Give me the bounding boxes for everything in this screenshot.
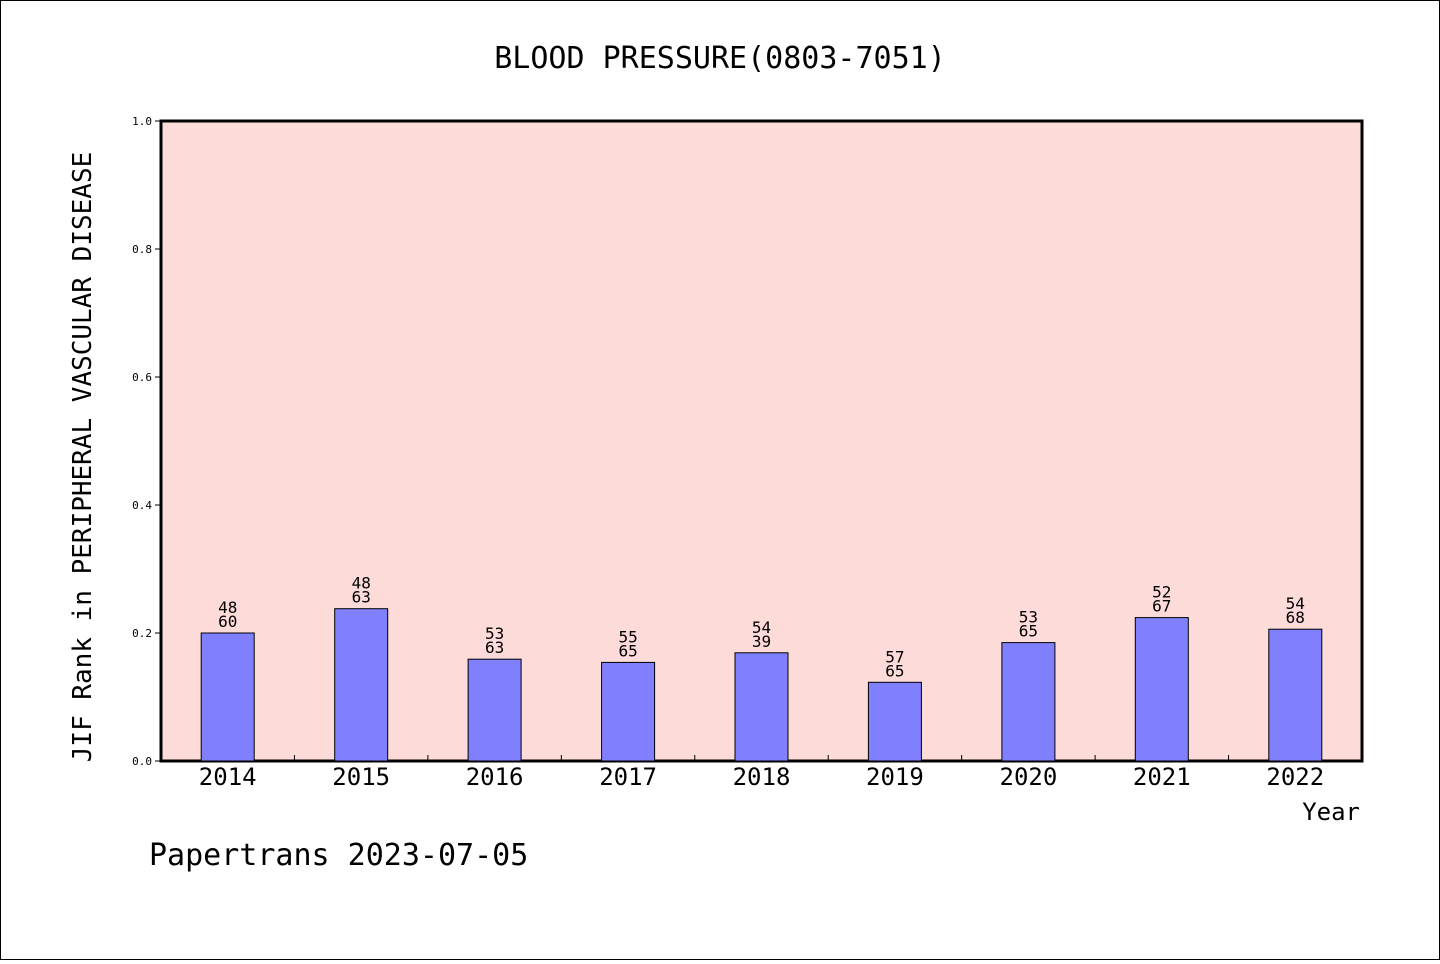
x-axis-label: Year bbox=[1302, 798, 1360, 826]
y-axis-label: JIF Rank in PERIPHERAL VASCULAR DISEASE bbox=[68, 152, 98, 762]
x-tick-label: 2015 bbox=[332, 763, 390, 791]
y-tick-label: 0.4 bbox=[132, 499, 152, 512]
data-label-bottom: 65 bbox=[1019, 622, 1038, 641]
data-label-top: 57 bbox=[885, 647, 904, 666]
y-tick-label: 0.0 bbox=[132, 755, 152, 768]
data-label-top: 53 bbox=[485, 624, 504, 643]
x-tick-label: 2014 bbox=[199, 763, 257, 791]
bar bbox=[867, 681, 922, 762]
data-label-bottom: 63 bbox=[485, 638, 504, 657]
y-tick-label: 0.2 bbox=[132, 627, 152, 640]
bar bbox=[734, 652, 789, 762]
data-label-bottom: 68 bbox=[1286, 608, 1305, 627]
data-label-bottom: 39 bbox=[752, 632, 771, 651]
data-label-bottom: 60 bbox=[218, 612, 237, 631]
data-label-top: 48 bbox=[218, 598, 237, 617]
data-label-top: 48 bbox=[352, 574, 371, 593]
bar bbox=[601, 661, 656, 762]
bar bbox=[467, 658, 522, 762]
data-label-bottom: 65 bbox=[618, 641, 637, 660]
x-tick-label: 2020 bbox=[1000, 763, 1058, 791]
data-label-top: 54 bbox=[1286, 594, 1305, 613]
x-tick-label: 2017 bbox=[599, 763, 657, 791]
y-tick-label: 0.6 bbox=[132, 371, 152, 384]
bar bbox=[200, 632, 255, 762]
bar bbox=[1268, 628, 1323, 762]
bar bbox=[334, 608, 389, 762]
bar bbox=[1001, 642, 1056, 762]
x-tick-label: 2021 bbox=[1133, 763, 1191, 791]
data-label-top: 52 bbox=[1152, 583, 1171, 602]
data-label-top: 55 bbox=[618, 627, 637, 646]
footer-text: Papertrans 2023-07-05 bbox=[149, 838, 528, 873]
y-tick-label: 1.0 bbox=[132, 115, 152, 128]
data-label-bottom: 67 bbox=[1152, 597, 1171, 616]
x-tick-label: 2022 bbox=[1266, 763, 1324, 791]
bar bbox=[1134, 617, 1189, 762]
data-label-top: 54 bbox=[752, 618, 771, 637]
x-tick-label: 2016 bbox=[466, 763, 524, 791]
data-label-bottom: 65 bbox=[885, 661, 904, 680]
y-tick-label: 0.8 bbox=[132, 243, 152, 256]
data-label-bottom: 63 bbox=[352, 588, 371, 607]
x-tick-label: 2018 bbox=[733, 763, 791, 791]
x-tick-label: 2019 bbox=[866, 763, 924, 791]
data-label-top: 53 bbox=[1019, 608, 1038, 627]
chart-title: BLOOD PRESSURE(0803-7051) bbox=[494, 41, 946, 76]
